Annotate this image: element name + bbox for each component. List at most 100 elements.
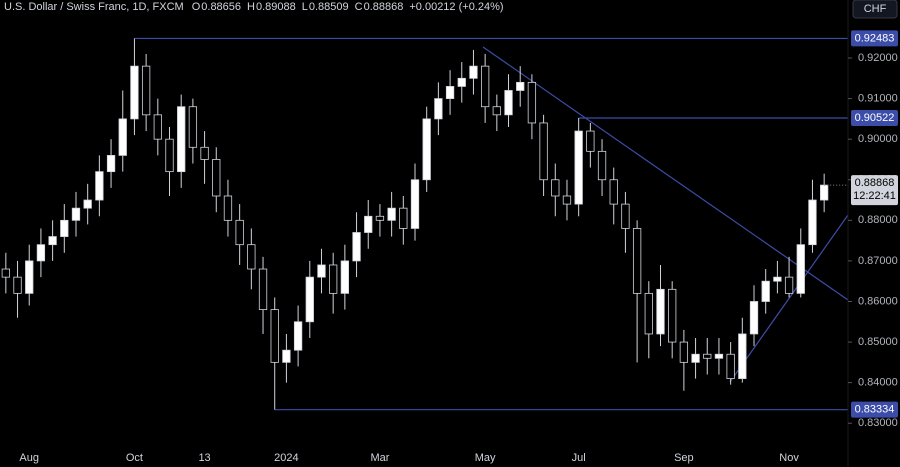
candle-body <box>656 288 665 335</box>
candle-body <box>574 130 583 205</box>
trend-line <box>482 46 849 301</box>
candle-body <box>270 309 279 363</box>
x-tick-label: Mar <box>370 452 389 464</box>
candle-body <box>106 155 116 173</box>
candle-body <box>399 207 408 229</box>
x-tick-label: Sep <box>674 452 694 464</box>
candle-body <box>410 179 420 229</box>
y-tick-label: 0.84000 <box>858 377 898 389</box>
candle-body <box>282 349 291 363</box>
currency[interactable]: CHF <box>864 3 887 15</box>
candle-body <box>539 122 548 181</box>
candle-body <box>445 86 455 100</box>
candle-body <box>820 184 829 201</box>
candle-body <box>714 353 724 359</box>
ohlc-label: O <box>192 1 201 13</box>
candle-body <box>504 90 513 116</box>
candle-body <box>223 195 233 221</box>
candle-body <box>808 199 817 246</box>
candle-body <box>95 171 104 201</box>
candle-body <box>293 321 303 351</box>
candle-body <box>784 276 794 294</box>
candle-body <box>668 288 677 343</box>
candle-body <box>480 65 490 108</box>
x-tick-label: Jul <box>572 452 586 464</box>
y-tick-label: 0.86000 <box>858 295 898 307</box>
price-change: +0.00212 (+0.24%) <box>409 1 503 13</box>
y-tick-label: 0.88000 <box>858 214 898 226</box>
candle-body <box>247 244 256 270</box>
candle-body <box>258 268 268 311</box>
candle-body <box>118 118 127 156</box>
level-label: 0.92483 <box>855 32 895 44</box>
x-tick-label: Aug <box>19 452 39 464</box>
candle-body <box>305 276 314 323</box>
y-tick-label: 0.85000 <box>858 336 898 348</box>
candle-body <box>48 236 57 246</box>
candle-body <box>562 195 572 205</box>
candle-body <box>726 353 735 379</box>
candle-body <box>60 219 69 237</box>
candle-body <box>141 65 151 116</box>
candle-body <box>691 353 700 363</box>
candle-body <box>738 333 747 379</box>
candle-body <box>749 301 759 335</box>
level-box <box>851 401 898 418</box>
currency-box[interactable] <box>852 0 898 19</box>
candle-body <box>773 276 782 282</box>
y-tick-label: 0.83000 <box>858 417 898 429</box>
x-tick-label: Oct <box>126 452 143 464</box>
candle-body <box>679 341 689 363</box>
candle-body <box>492 106 501 116</box>
candle-body <box>551 179 560 197</box>
header: U.S. Dollar / Swiss Franc, 1D, FXCM O 0.88… <box>4 1 504 13</box>
candle-body <box>1 268 10 278</box>
candle-body <box>340 260 350 294</box>
x-tick-label: Nov <box>779 452 799 464</box>
candle-body <box>83 199 92 209</box>
candle-body <box>177 106 186 173</box>
ohlc-value: 0.89088 <box>256 1 296 13</box>
plot-area <box>1 37 849 411</box>
ohlc-label: L <box>302 1 308 13</box>
candle-body <box>212 159 221 197</box>
x-tick-label: 13 <box>198 452 210 464</box>
candle-body <box>364 215 373 233</box>
x-tick-label: May <box>475 452 496 464</box>
candle-body <box>387 207 396 221</box>
y-tick-label: 0.91000 <box>858 93 898 105</box>
y-tick-label: 0.90000 <box>858 133 898 145</box>
candle-body <box>317 264 326 278</box>
candle-body <box>516 81 525 91</box>
last-price-box <box>851 175 898 206</box>
candle-body <box>200 146 209 160</box>
candle-body <box>469 65 478 79</box>
trend-line <box>729 214 849 383</box>
candle-body <box>703 353 712 359</box>
candle-body <box>609 179 618 205</box>
candle-body <box>586 130 595 152</box>
candle-body <box>235 219 244 246</box>
candle-body <box>422 118 431 181</box>
ohlc-label: C <box>355 1 363 13</box>
y-tick-label: 0.87000 <box>858 255 898 267</box>
candle-body <box>796 244 805 294</box>
candle-body <box>761 280 770 302</box>
candle-body <box>13 276 22 294</box>
x-tick-label: 2024 <box>274 452 298 464</box>
level-label: 0.90522 <box>855 112 895 124</box>
candle-body <box>527 81 537 124</box>
level-box <box>851 30 898 47</box>
level-label: 0.83334 <box>855 404 895 416</box>
candle-body <box>644 292 653 335</box>
candle-body <box>329 264 338 294</box>
candle-body <box>375 215 385 221</box>
last-price: 0.88868 <box>855 177 895 189</box>
candle-body <box>434 98 443 120</box>
candle-body <box>621 203 630 229</box>
candle-body <box>352 232 361 262</box>
candle-body <box>25 260 34 294</box>
candle-body <box>165 138 174 173</box>
